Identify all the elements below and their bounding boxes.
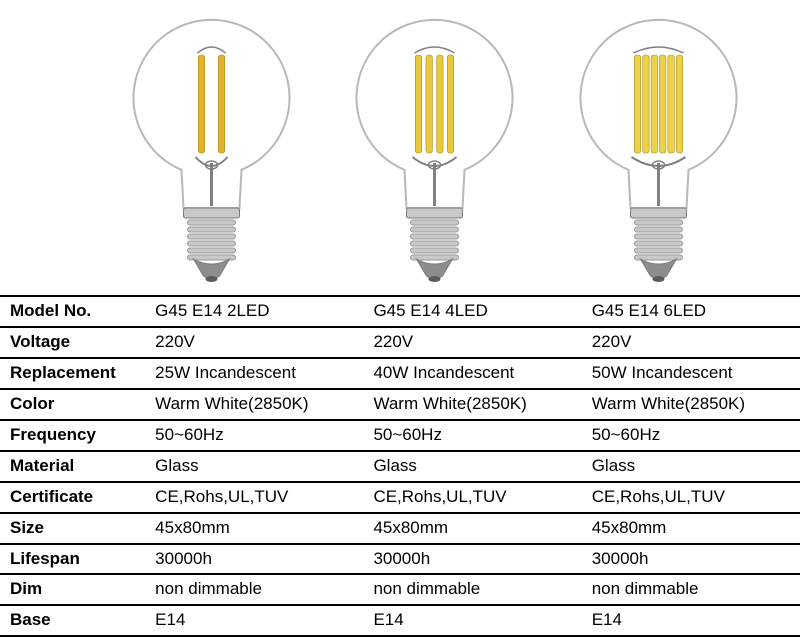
row-value: Glass [363, 451, 581, 482]
table-row: Frequency50~60Hz50~60Hz50~60Hz [0, 420, 800, 451]
row-value: Warm White(2850K) [363, 389, 581, 420]
row-value: 40W Incandescent [363, 358, 581, 389]
row-label: Size [0, 513, 145, 544]
table-row: Voltage220V220V220V [0, 327, 800, 358]
row-label: Certificate [0, 482, 145, 513]
bulb-image-6led [547, 8, 770, 288]
row-value: E14 [582, 605, 800, 636]
spec-table: Model No.G45 E14 2LEDG45 E14 4LEDG45 E14… [0, 295, 800, 637]
row-label: Dim [0, 574, 145, 605]
row-value: 220V [145, 327, 363, 358]
table-row: Replacement25W Incandescent40W Incandesc… [0, 358, 800, 389]
row-value: non dimmable [363, 574, 581, 605]
bulb-icon [347, 8, 522, 288]
table-row: Size45x80mm45x80mm45x80mm [0, 513, 800, 544]
table-row: Model No.G45 E14 2LEDG45 E14 4LEDG45 E14… [0, 296, 800, 327]
bulb-images-row [0, 0, 800, 295]
product-spec-sheet: Model No.G45 E14 2LEDG45 E14 4LEDG45 E14… [0, 0, 800, 637]
row-value: 45x80mm [363, 513, 581, 544]
row-value: 50~60Hz [582, 420, 800, 451]
row-value: Warm White(2850K) [145, 389, 363, 420]
bulb-icon [571, 8, 746, 288]
table-row: CertificateCE,Rohs,UL,TUVCE,Rohs,UL,TUVC… [0, 482, 800, 513]
row-value: 30000h [582, 544, 800, 575]
row-label: Lifespan [0, 544, 145, 575]
row-value: 25W Incandescent [145, 358, 363, 389]
row-value: 50W Incandescent [582, 358, 800, 389]
row-value: 220V [363, 327, 581, 358]
row-value: 220V [582, 327, 800, 358]
row-label: Voltage [0, 327, 145, 358]
row-label: Color [0, 389, 145, 420]
row-value: CE,Rohs,UL,TUV [582, 482, 800, 513]
row-value: 50~60Hz [145, 420, 363, 451]
row-label: Model No. [0, 296, 145, 327]
row-value: non dimmable [145, 574, 363, 605]
row-value: Glass [145, 451, 363, 482]
row-label: Frequency [0, 420, 145, 451]
table-row: BaseE14E14E14 [0, 605, 800, 636]
row-value: 50~60Hz [363, 420, 581, 451]
row-value: 30000h [145, 544, 363, 575]
row-value: Glass [582, 451, 800, 482]
row-value: 30000h [363, 544, 581, 575]
table-row: Dimnon dimmablenon dimmablenon dimmable [0, 574, 800, 605]
spec-table-body: Model No.G45 E14 2LEDG45 E14 4LEDG45 E14… [0, 296, 800, 636]
bulb-image-2led [100, 8, 323, 288]
row-label: Base [0, 605, 145, 636]
row-value: E14 [363, 605, 581, 636]
row-value: 45x80mm [145, 513, 363, 544]
row-value: Warm White(2850K) [582, 389, 800, 420]
row-label: Replacement [0, 358, 145, 389]
row-value: G45 E14 6LED [582, 296, 800, 327]
row-value: CE,Rohs,UL,TUV [145, 482, 363, 513]
row-value: E14 [145, 605, 363, 636]
row-value: non dimmable [582, 574, 800, 605]
row-label: Material [0, 451, 145, 482]
bulb-icon [124, 8, 299, 288]
row-value: G45 E14 2LED [145, 296, 363, 327]
table-row: MaterialGlassGlassGlass [0, 451, 800, 482]
row-value: G45 E14 4LED [363, 296, 581, 327]
row-value: CE,Rohs,UL,TUV [363, 482, 581, 513]
row-value: 45x80mm [582, 513, 800, 544]
table-row: ColorWarm White(2850K)Warm White(2850K)W… [0, 389, 800, 420]
bulb-image-4led [323, 8, 546, 288]
table-row: Lifespan30000h30000h30000h [0, 544, 800, 575]
